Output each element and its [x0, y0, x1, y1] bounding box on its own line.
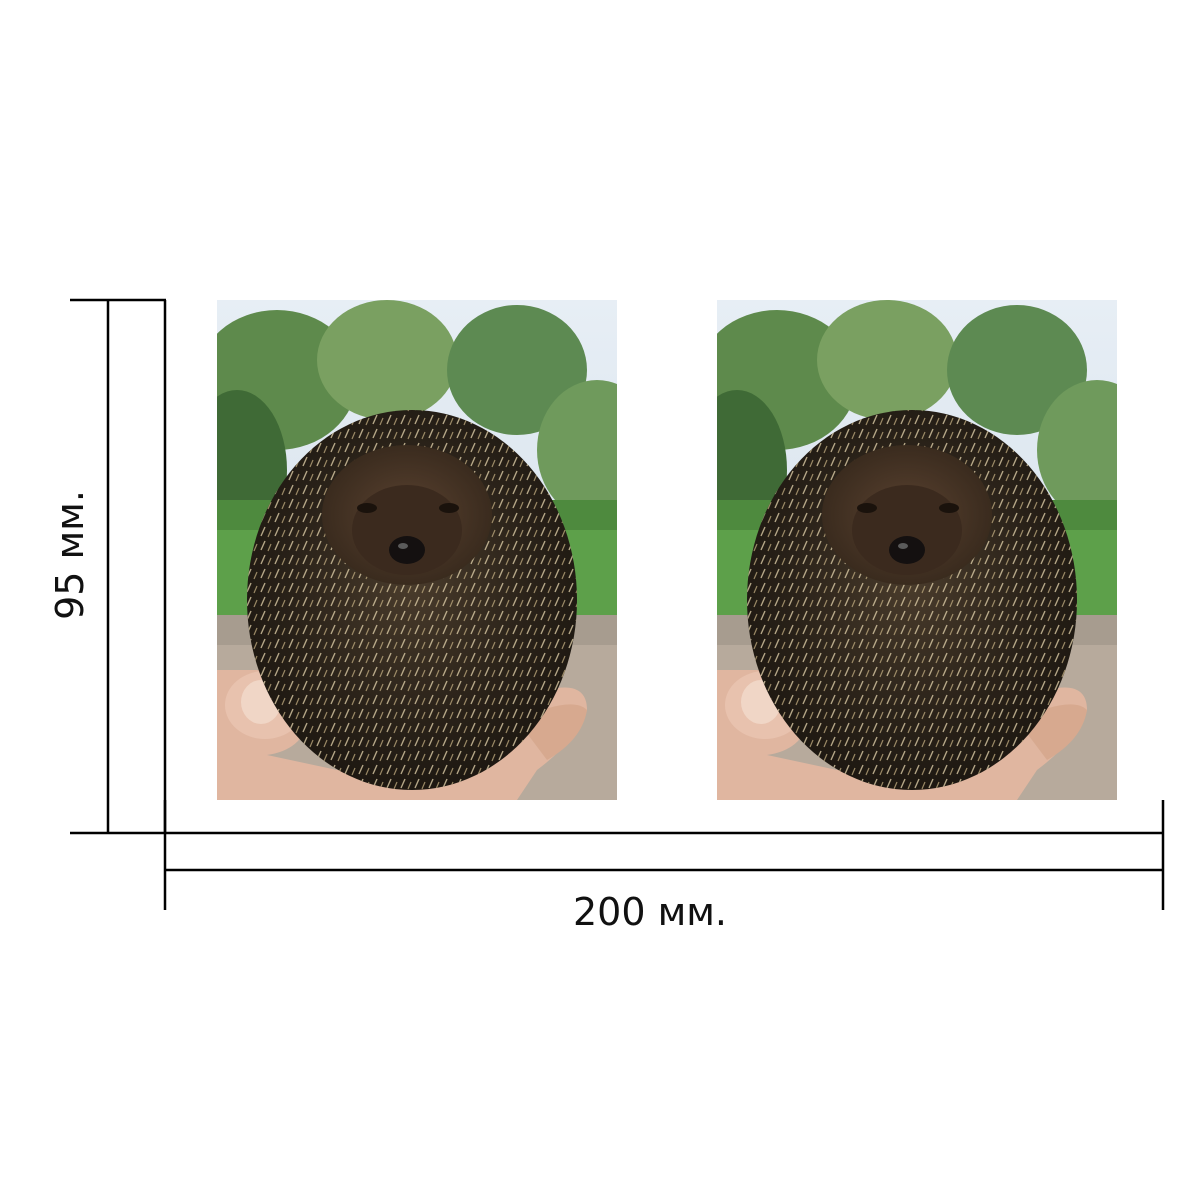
hedgehog-photo-right — [717, 300, 1117, 800]
hedgehog-photo-left — [217, 300, 617, 800]
width-dimension-label: 200 мм. — [572, 890, 728, 934]
height-dimension-label: 95 мм. — [48, 490, 92, 620]
